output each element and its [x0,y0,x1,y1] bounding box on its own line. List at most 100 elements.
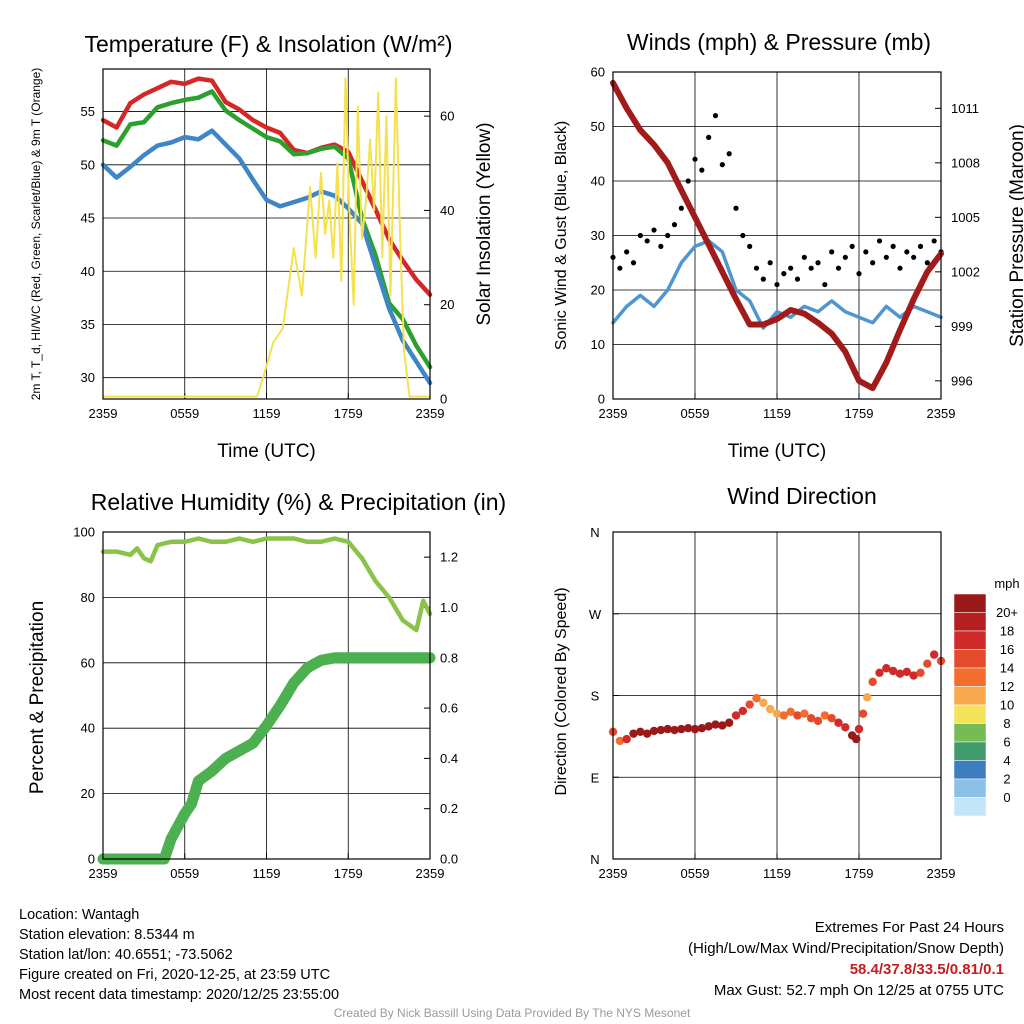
direction-point [858,709,868,718]
x-tick-label: 1759 [845,866,874,881]
y-tick-label: 45 [81,211,95,226]
extremes-values: 58.4/37.8/33.5/0.81/0.1 [849,961,1004,978]
legend-swatch [953,723,987,743]
gust-point [917,243,924,249]
gust-point [883,254,889,260]
direction-point [820,711,830,720]
direction-point [718,721,727,730]
series-line [100,128,433,386]
gust-point [617,265,623,271]
gust-point [699,167,705,173]
gust-point [706,134,712,140]
direction-point [622,734,631,744]
y-tick-label: 30 [81,370,95,385]
direction-point [888,666,898,676]
y2-tick-label: 60 [440,109,454,124]
direction-point [745,700,754,709]
direction-point [683,724,693,733]
chart-title: Temperature (F) & Insolation (W/m²) [84,31,452,57]
direction-point [772,709,782,718]
y-tick-label: 30 [591,228,605,243]
y-tick-label: 40 [591,174,605,189]
y2-tick-label: 0.6 [440,701,458,716]
extremes-subtitle: (High/Low/Max Wind/Precipitation/Snow De… [688,940,1004,957]
y-tick-label: 0 [88,852,95,867]
chart-title: Wind Direction [727,483,877,509]
direction-point [863,693,872,702]
direction-point [704,722,713,731]
direction-point [636,727,645,737]
gust-point [685,178,691,184]
y-tick-label: 60 [81,655,95,670]
gust-point [890,243,896,249]
direction-point [800,709,809,718]
gust-point [624,249,630,255]
y-axis-label: 2m T, T_d, HI/WC (Red, Green, Scarlet/Bl… [29,68,43,401]
gust-point [849,243,855,249]
legend-label: 6 [1003,735,1010,750]
y-tick-label: S [591,689,600,704]
location-text: Location: Wantagh [19,907,140,923]
x-tick-label: 2359 [927,406,956,421]
y2-tick-label: 0.2 [440,801,458,816]
gust-point [897,265,903,271]
y2-tick-label: 0.8 [440,650,458,665]
x-tick-label: 1159 [763,866,791,881]
legend-swatch [953,649,987,669]
legend-label: 14 [1000,661,1014,676]
y2-axis-label: Solar Insolation (Yellow) [474,122,495,325]
latlon-text: Station lat/lon: 40.6551; -73.5062 [19,947,233,963]
x-tick-label: 1159 [253,406,281,421]
y2-tick-label: 0.4 [440,751,458,766]
chart-title: Winds (mph) & Pressure (mb) [627,29,931,55]
x-tick-label: 1159 [763,406,791,421]
gust-point [630,260,637,266]
y2-axis-label: Station Pressure (Maroon) [1007,124,1024,347]
x-tick-label: 0559 [681,406,710,421]
gust-point [678,205,684,211]
legend-swatch [953,667,987,687]
legend-label: 20+ [996,605,1018,620]
direction-point [852,734,861,744]
plot-border [612,531,942,860]
gust-point [835,265,842,271]
gust-point [863,249,869,255]
x-axis-label: Time (UTC) [728,441,827,462]
gust-point [747,243,753,249]
gust-point [876,238,883,244]
legend-swatch [953,612,987,632]
direction-point [854,724,864,734]
gust-point [911,254,917,260]
legend-label: 0 [1003,790,1010,805]
direction-point [834,718,843,727]
direction-point [882,664,891,673]
x-tick-label: 0559 [170,406,199,421]
x-tick-label: 2359 [927,866,956,881]
gust-point [870,260,876,266]
x-tick-label: 1159 [253,866,281,881]
y-tick-label: E [591,770,600,785]
direction-point [670,725,679,735]
gust-point [760,276,766,282]
x-tick-label: 0559 [681,866,710,881]
direction-point [895,669,905,678]
y2-tick-label: 1.2 [440,550,458,565]
x-tick-label: 0559 [170,866,199,881]
direction-point [649,726,659,736]
direction-point [779,711,789,720]
x-tick-label: 2359 [89,866,118,881]
y-tick-label: 0 [598,392,605,407]
direction-point [827,714,836,723]
direction-point [752,694,761,703]
direction-point [738,706,748,716]
direction-point [642,729,652,738]
y2-tick-label: 0 [440,392,447,407]
y-tick-label: 40 [81,721,95,736]
y-tick-label: 80 [81,590,95,605]
legend-label: 12 [1000,679,1014,694]
y2-tick-label: 0.0 [440,852,458,867]
y2-tick-label: 996 [951,373,973,388]
direction-point [731,711,741,720]
panel-1: 2359 0559 1159 1759 2359 30 35 40 45 50 55 0 20 40 60 T… [29,31,495,462]
